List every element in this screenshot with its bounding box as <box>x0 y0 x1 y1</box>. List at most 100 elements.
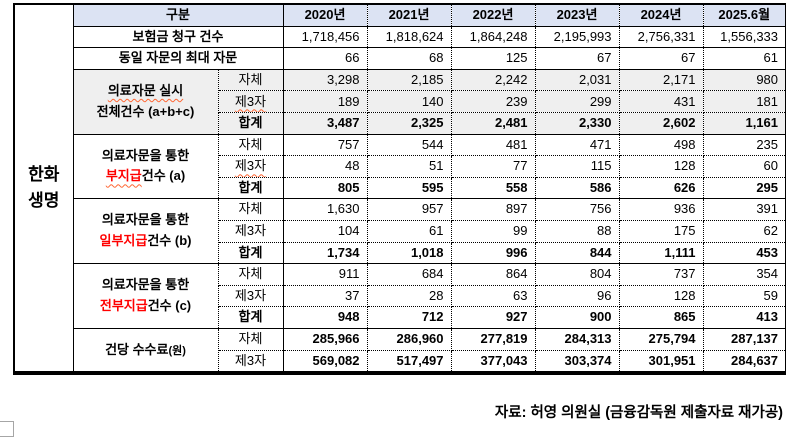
table-row-total-third: 제3자 189 140 239 299 431 181 <box>14 90 786 113</box>
value-cell: 805 <box>282 176 368 200</box>
value-cell: 864 <box>450 263 536 286</box>
entity-name-line1: 한화 <box>28 164 60 184</box>
value-cell: 481 <box>450 133 536 157</box>
group-label-total: 의료자문 실시 전체건수 (a+b+c) <box>72 68 219 135</box>
value-cell: 2,195,993 <box>534 25 620 49</box>
table-row-max-advice: 동일 자문의 최대 자문 66 68 125 67 67 61 <box>14 47 786 70</box>
value-cell: 948 <box>282 306 368 329</box>
value-cell: 377,043 <box>450 349 536 374</box>
source-note: 자료: 허영 의원실 (금융감독원 제출자료 재가공) <box>494 405 783 421</box>
value-cell: 498 <box>618 133 704 157</box>
column-header-year: 2025.6월 <box>702 3 786 27</box>
row-label-claims: 보험금 청구 건수 <box>72 25 284 49</box>
value-cell: 235 <box>702 133 786 157</box>
value-cell: 569,082 <box>282 349 368 374</box>
value-cell: 99 <box>450 219 536 243</box>
value-cell: 68 <box>366 47 452 70</box>
value-cell: 757 <box>282 133 368 157</box>
value-cell: 299 <box>534 90 620 113</box>
value-cell: 2,171 <box>618 68 704 92</box>
value-cell: 63 <box>450 284 536 308</box>
value-cell: 1,161 <box>702 111 786 135</box>
value-cell: 2,756,331 <box>618 25 704 49</box>
value-cell: 996 <box>450 241 536 265</box>
value-cell: 1,630 <box>282 198 368 221</box>
table-row-total-sum: 합계 3,487 2,325 2,481 2,330 2,602 1,161 <box>14 111 786 135</box>
sub-label-sum: 합계 <box>217 241 284 265</box>
value-cell: 712 <box>366 306 452 329</box>
value-cell: 1,734 <box>282 241 368 265</box>
sub-label-self: 자체 <box>217 327 284 351</box>
value-cell: 60 <box>702 155 786 178</box>
value-cell: 1,818,624 <box>366 25 452 49</box>
sub-label-self: 자체 <box>217 68 284 92</box>
value-cell: 181 <box>702 90 786 113</box>
row-label-max-advice: 동일 자문의 최대 자문 <box>72 47 284 70</box>
value-cell: 936 <box>618 198 704 221</box>
value-cell: 128 <box>618 284 704 308</box>
column-header-gubun: 구분 <box>72 3 284 27</box>
group-label-nonpay: 의료자문을 통한 부지급건수 (a) <box>72 133 219 200</box>
value-cell: 67 <box>534 47 620 70</box>
group-label-partial-rest: 건수 (b) <box>147 233 192 249</box>
value-cell: 275,794 <box>618 327 704 351</box>
value-cell: 980 <box>702 68 786 92</box>
value-cell: 189 <box>282 90 368 113</box>
value-cell: 96 <box>534 284 620 308</box>
value-cell: 61 <box>702 47 786 70</box>
group-label-fee-paren: (원) <box>168 344 186 357</box>
table-row-full-self: 의료자문을 통한 전부지급건수 (c) 자체 911 684 864 804 7… <box>14 263 786 329</box>
value-cell: 354 <box>702 263 786 286</box>
value-cell: 51 <box>366 155 452 178</box>
value-cell: 897 <box>450 198 536 221</box>
sub-label-self: 자체 <box>217 263 284 286</box>
value-cell: 844 <box>534 241 620 265</box>
value-cell: 239 <box>450 90 536 113</box>
value-cell: 2,481 <box>450 111 536 135</box>
group-label-full-line1: 의료자문을 통한 <box>101 277 190 293</box>
value-cell: 284,637 <box>702 349 786 374</box>
table-row-total-self: 의료자문 실시 전체건수 (a+b+c) 자체 3,298 2,185 2,24… <box>14 68 786 135</box>
value-cell: 3,487 <box>282 111 368 135</box>
column-header-year: 2023년 <box>534 3 620 27</box>
sub-label-sum: 합계 <box>217 111 284 135</box>
value-cell: 303,374 <box>534 349 620 374</box>
sub-label-third-party: 제3자 <box>234 93 267 109</box>
group-label-partial: 의료자문을 통한 일부지급건수 (b) <box>72 198 219 265</box>
value-cell: 1,018 <box>366 241 452 265</box>
group-label-nonpay-line1: 의료자문을 통한 <box>101 147 190 163</box>
sub-label-self: 자체 <box>217 198 284 221</box>
sub-label-self: 자체 <box>217 133 284 157</box>
value-cell: 284,313 <box>534 327 620 351</box>
value-cell: 286,960 <box>366 327 452 351</box>
value-cell: 28 <box>366 284 452 308</box>
value-cell: 128 <box>618 155 704 178</box>
group-label-nonpay-red: 부지급 <box>105 168 142 184</box>
value-cell: 115 <box>534 155 620 178</box>
sub-label-third-party: 제3자 <box>217 349 284 374</box>
value-cell: 2,031 <box>534 68 620 92</box>
value-cell: 595 <box>366 176 452 200</box>
value-cell: 277,819 <box>450 327 536 351</box>
value-cell: 3,298 <box>282 68 368 92</box>
group-label-total-line1: 의료자문 실시 <box>107 82 184 98</box>
sub-label-sum: 합계 <box>217 176 284 200</box>
value-cell: 471 <box>534 133 620 157</box>
value-cell: 957 <box>366 198 452 221</box>
table-row-nonpay-sum: 합계 805 595 558 586 626 295 <box>14 176 786 200</box>
value-cell: 900 <box>534 306 620 329</box>
value-cell: 37 <box>282 284 368 308</box>
value-cell: 558 <box>450 176 536 200</box>
group-label-full: 의료자문을 통한 전부지급건수 (c) <box>72 263 219 329</box>
value-cell: 287,137 <box>702 327 786 351</box>
value-cell: 865 <box>618 306 704 329</box>
value-cell: 804 <box>534 263 620 286</box>
medical-advice-table: 한화 생명 구분 2020년 2021년 2022년 2023년 2024년 2… <box>13 3 786 376</box>
table-row-fee-self: 건당 수수료(원) 자체 285,966 286,960 277,819 284… <box>14 327 786 374</box>
column-header-year: 2022년 <box>450 3 536 27</box>
value-cell: 140 <box>366 90 452 113</box>
value-cell: 517,497 <box>366 349 452 374</box>
group-label-full-red: 전부지급 <box>99 298 148 314</box>
value-cell: 391 <box>702 198 786 221</box>
value-cell: 2,330 <box>534 111 620 135</box>
